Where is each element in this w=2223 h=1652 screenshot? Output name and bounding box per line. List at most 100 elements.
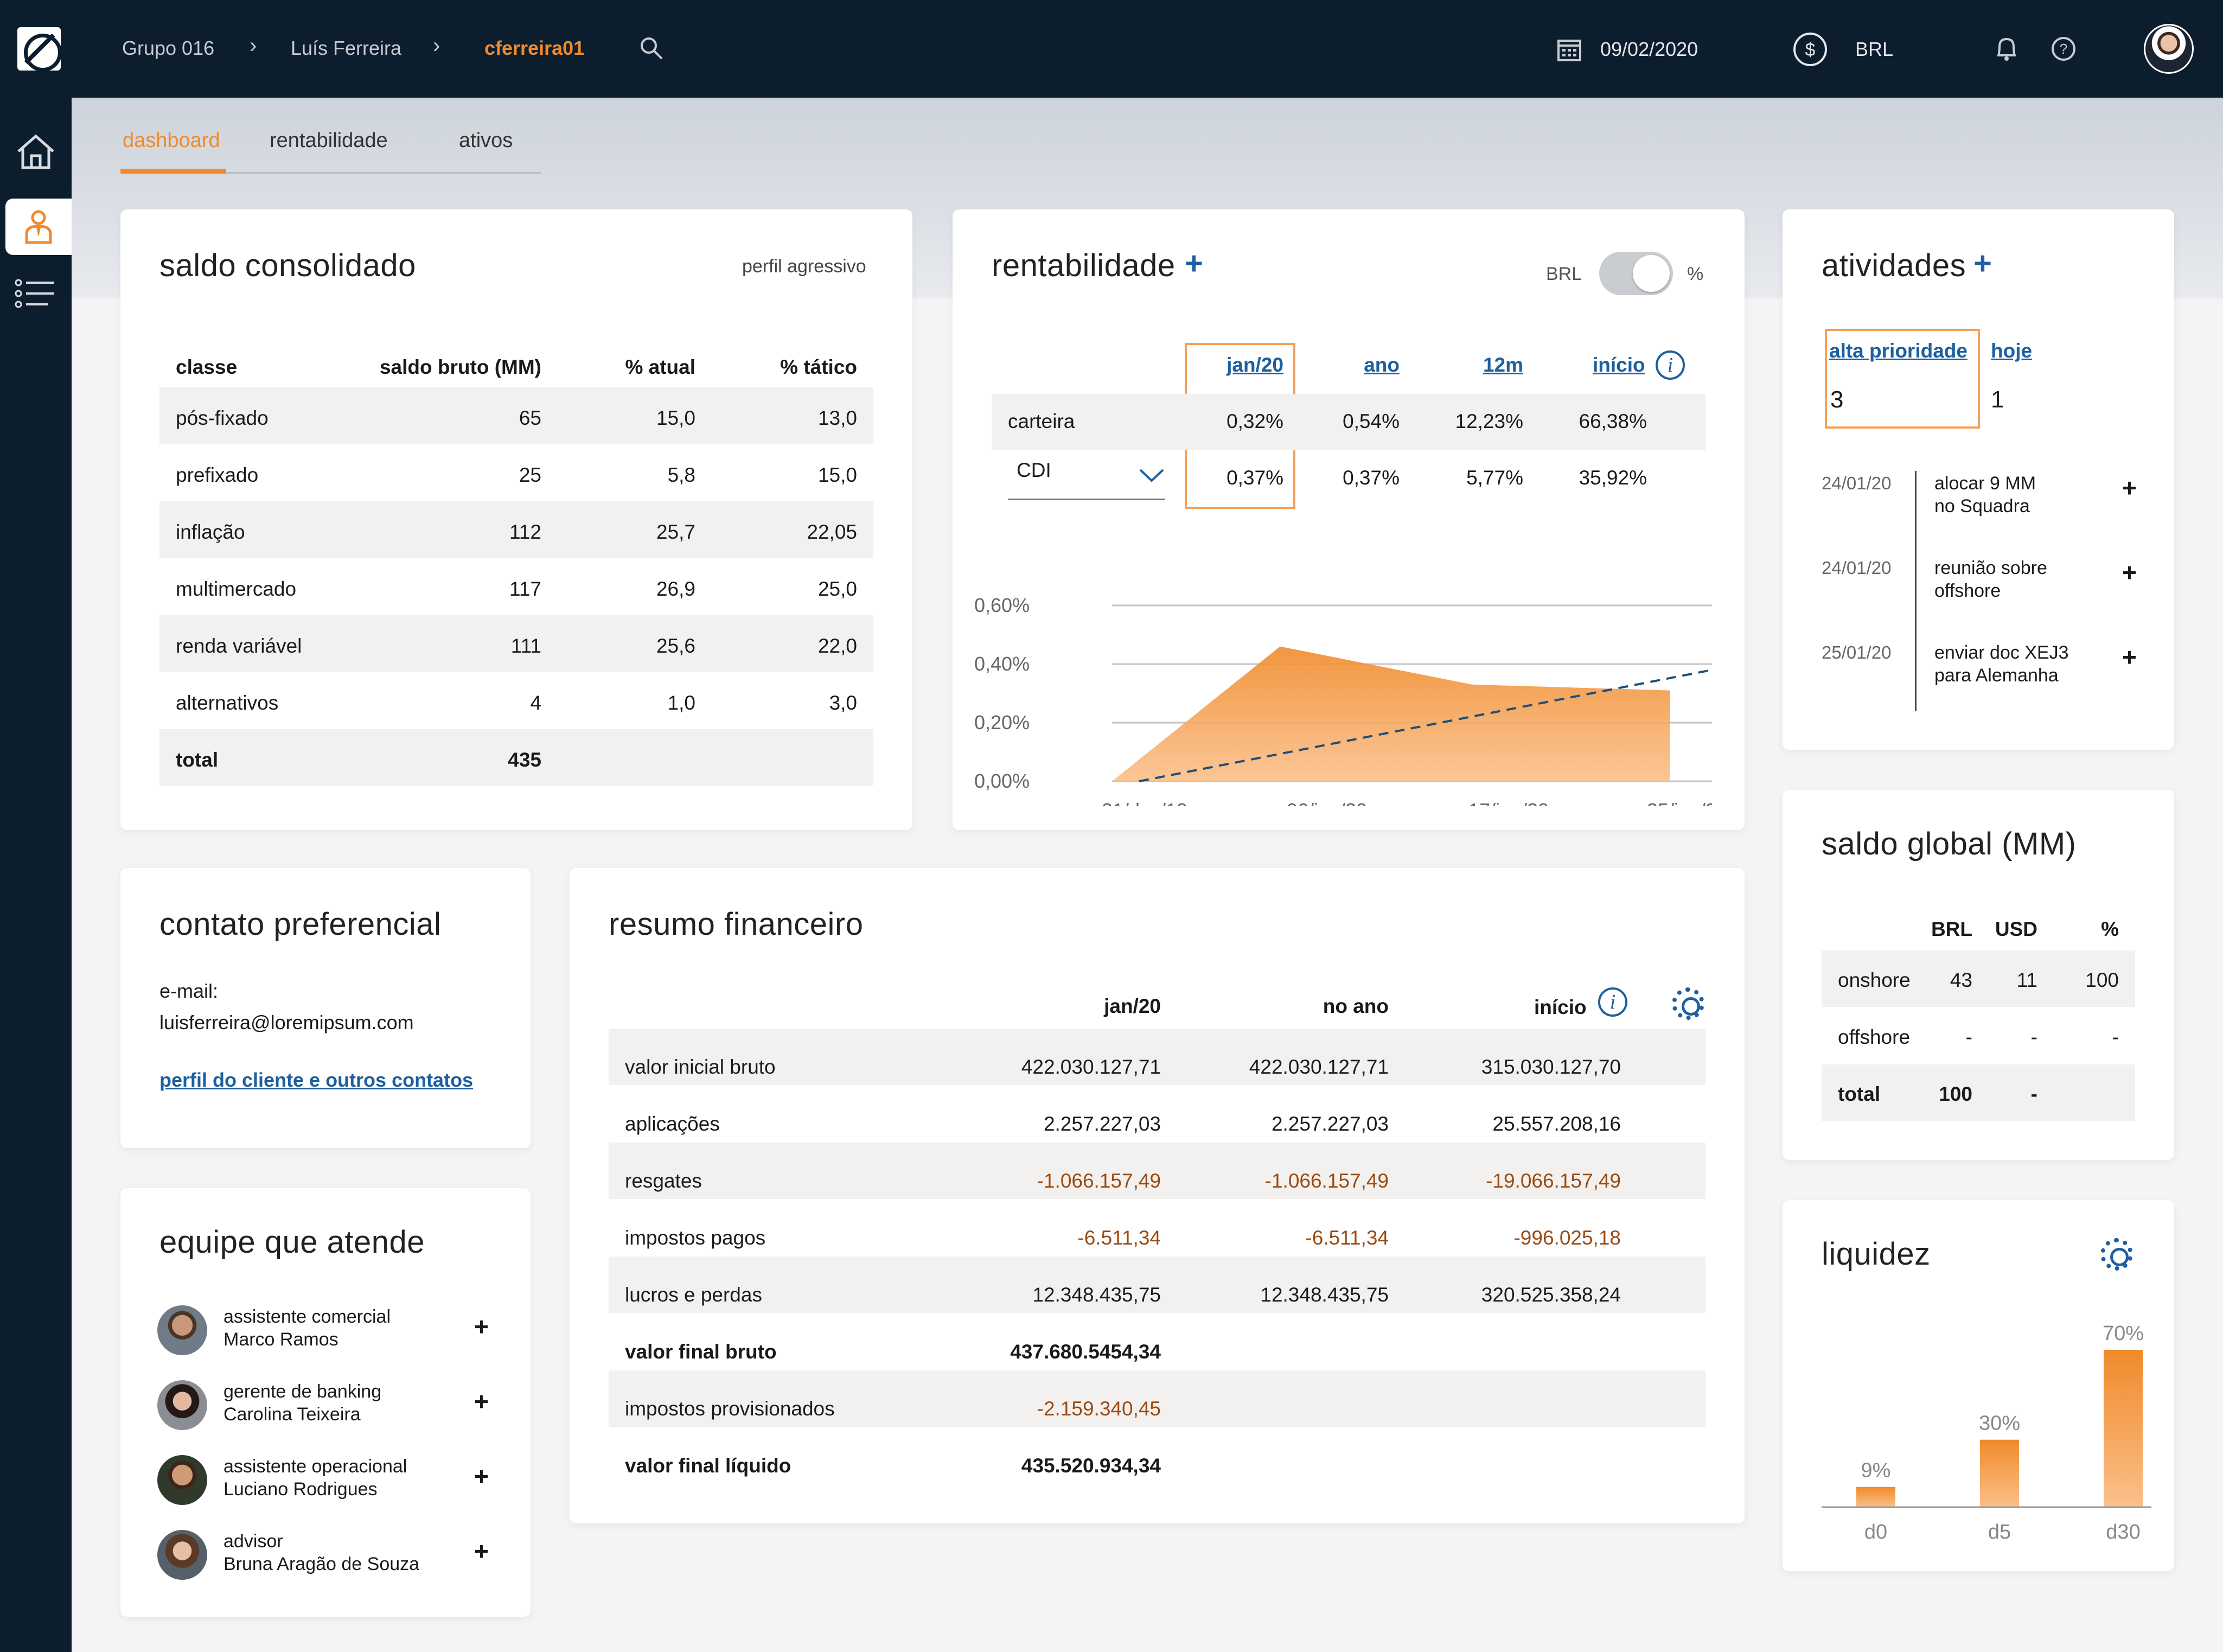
- add-icon[interactable]: +: [474, 1312, 489, 1341]
- sidebar-item-list[interactable]: [0, 267, 72, 323]
- benchmark-select[interactable]: CDI: [1008, 448, 1165, 500]
- period-inicio[interactable]: início: [1593, 354, 1645, 376]
- breadcrumb-account[interactable]: cferreira01: [484, 37, 585, 59]
- date-display[interactable]: 09/02/2020: [1600, 38, 1698, 60]
- column-header: USD: [1995, 918, 2037, 940]
- user-icon: [25, 210, 52, 244]
- help-icon[interactable]: ?: [2050, 36, 2077, 62]
- add-button[interactable]: +: [1185, 246, 1204, 281]
- row-label: valor final líquido: [625, 1455, 791, 1477]
- info-icon[interactable]: i: [1656, 350, 1685, 380]
- column-header: BRL: [1931, 918, 1972, 940]
- gear-icon[interactable]: [1672, 987, 1704, 1020]
- bell-icon[interactable]: [1994, 36, 2019, 63]
- bar: [2104, 1350, 2143, 1507]
- tab-ativos[interactable]: ativos: [459, 129, 513, 152]
- card-title: liquidez: [1822, 1236, 1931, 1272]
- logo[interactable]: [17, 27, 62, 72]
- add-icon[interactable]: +: [2122, 643, 2137, 671]
- saldo-consolidado-card: saldo consolidado perfil agressivo class…: [120, 209, 912, 830]
- table-cell: 437.680.5454,34: [1010, 1341, 1161, 1363]
- tab-hoje[interactable]: hoje: [1991, 340, 2033, 362]
- add-icon[interactable]: +: [2122, 558, 2137, 586]
- row-label: valor inicial bruto: [625, 1056, 776, 1078]
- x-tick-label: d30: [2106, 1521, 2140, 1543]
- add-activity-button[interactable]: +: [1973, 246, 1992, 281]
- column-header: início: [1534, 996, 1587, 1018]
- avatar: [157, 1380, 207, 1430]
- sidebar-item-home[interactable]: [0, 124, 72, 180]
- tab-alta-prioridade[interactable]: alta prioridade: [1829, 340, 1968, 362]
- breadcrumb-group[interactable]: Grupo 016: [122, 37, 215, 59]
- search-icon[interactable]: [639, 36, 664, 61]
- card-title: equipe que atende: [159, 1224, 425, 1260]
- x-tick-label: d0: [1864, 1521, 1887, 1543]
- active-tab-indicator: [120, 169, 226, 174]
- table-cell: -6.511,34: [1077, 1227, 1161, 1249]
- avatar[interactable]: [2144, 24, 2194, 74]
- email-value[interactable]: luisferreira@loremipsum.com: [159, 1011, 414, 1034]
- svg-text:$: $: [1805, 40, 1816, 60]
- currency-toggle[interactable]: [1599, 252, 1673, 295]
- breadcrumb-client[interactable]: Luís Ferreira: [291, 37, 402, 59]
- column-header: jan/20: [1104, 995, 1161, 1017]
- count-alta-prioridade: 3: [1830, 386, 1844, 413]
- period-12m[interactable]: 12m: [1483, 354, 1523, 376]
- column-header: saldo bruto (MM): [379, 356, 541, 378]
- avatar: [157, 1455, 207, 1505]
- atividades-card: atividades + alta prioridade hoje 3 1 24…: [1783, 209, 2174, 750]
- top-bar: Grupo 016 › Luís Ferreira › cferreira01 …: [0, 0, 2223, 98]
- chevron-down-icon: [1139, 469, 1164, 482]
- card-title: contato preferencial: [159, 907, 442, 942]
- add-icon[interactable]: +: [474, 1387, 489, 1415]
- table-cell: 2.257.227,03: [1043, 1113, 1161, 1135]
- add-icon[interactable]: +: [474, 1537, 489, 1565]
- data-label: 30%: [1979, 1412, 2020, 1435]
- chevron-right-icon: ›: [433, 34, 440, 58]
- svg-text:?: ?: [2060, 41, 2067, 57]
- info-icon[interactable]: i: [1598, 987, 1627, 1017]
- row-label: aplicações: [625, 1113, 720, 1135]
- table-cell: 315.030.127,70: [1481, 1056, 1621, 1078]
- resumo-financeiro-card: resumo financeiro jan/20 no ano início i…: [570, 868, 1745, 1523]
- column-header: no ano: [1323, 995, 1389, 1017]
- currency-display[interactable]: BRL: [1855, 38, 1894, 60]
- period-ano[interactable]: ano: [1364, 354, 1400, 376]
- gear-icon[interactable]: [2100, 1238, 2133, 1271]
- x-tick-label: 31/dez/19: [1102, 799, 1187, 806]
- profile-label: perfil agressivo: [742, 256, 866, 277]
- add-icon[interactable]: +: [2122, 474, 2137, 502]
- row-label: impostos pagos: [625, 1227, 766, 1249]
- y-tick-label: 0,20%: [974, 711, 1030, 733]
- sidebar-item-client[interactable]: [5, 199, 72, 255]
- tab-rentabilidade[interactable]: rentabilidade: [270, 129, 388, 152]
- table-cell: -19.066.157,49: [1486, 1170, 1621, 1192]
- row-label: lucros e perdas: [625, 1284, 762, 1306]
- add-icon[interactable]: +: [474, 1462, 489, 1490]
- home-icon: [17, 134, 54, 169]
- table-cell: -2.159.340,45: [1037, 1398, 1161, 1420]
- table-cell: -6.511,34: [1305, 1227, 1389, 1249]
- client-profile-link[interactable]: perfil do cliente e outros contatos: [159, 1069, 474, 1091]
- table-cell: 12.348.435,75: [1032, 1284, 1161, 1306]
- bar: [1856, 1487, 1895, 1507]
- table-cell: 12.348.435,75: [1260, 1284, 1389, 1306]
- column-header: % tático: [780, 356, 857, 378]
- column-header: classe: [176, 356, 238, 378]
- table-cell: 422.030.127,71: [1021, 1056, 1161, 1078]
- calendar-icon[interactable]: [1557, 37, 1582, 62]
- avatar: [157, 1305, 207, 1355]
- tab-bar: dashboard rentabilidade ativos: [120, 125, 541, 174]
- tab-dashboard[interactable]: dashboard: [123, 129, 220, 152]
- priority-highlight: [1825, 329, 1980, 429]
- period-jan20[interactable]: jan/20: [1227, 354, 1283, 376]
- sidebar: [0, 98, 72, 1652]
- toggle-label-percent: %: [1687, 264, 1704, 284]
- x-tick-label: 06/jan/20: [1287, 799, 1367, 806]
- liquidez-chart: 9% d0 30% d5 70% d30: [1822, 1322, 2151, 1543]
- liquidez-card: liquidez 9% d0 30% d5 70% d30: [1783, 1200, 2174, 1571]
- table-cell: 435.520.934,34: [1021, 1455, 1161, 1477]
- y-tick-label: 0,00%: [974, 770, 1030, 792]
- dollar-icon[interactable]: $: [1792, 31, 1828, 67]
- data-label: 9%: [1861, 1459, 1891, 1482]
